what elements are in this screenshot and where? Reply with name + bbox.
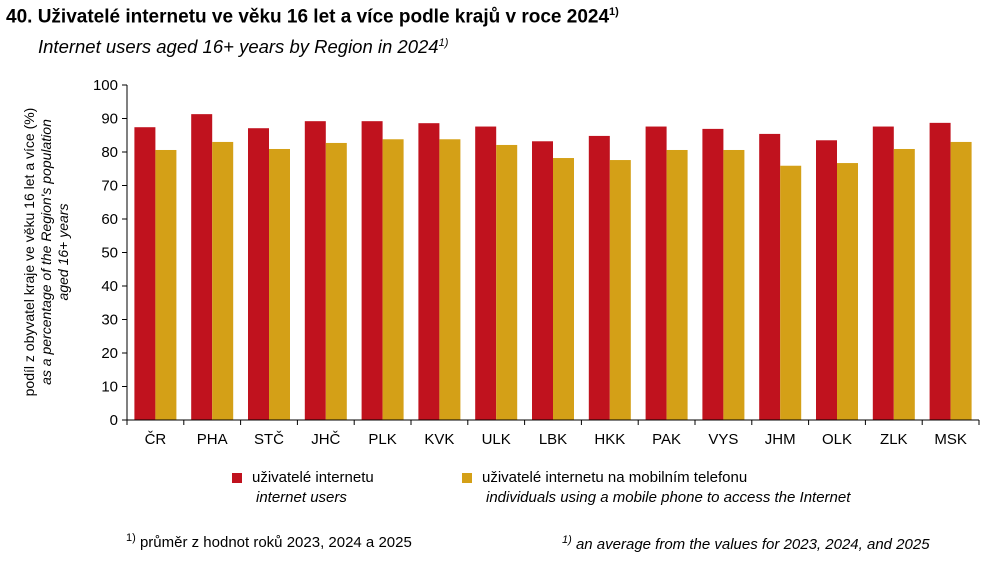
bar-mobile-kvk [439,139,461,420]
bar-mobile-čr [155,149,177,421]
bar-mobile-zlk [893,148,915,421]
bar-internet-zlk [872,126,894,420]
bar-mobile-lbk [553,158,574,420]
x-tick-label-msk: MSK [934,431,967,448]
chart-title-cz: 40. Uživatelé internetu ve věku 16 let a… [6,6,619,28]
bar-internet-čr [134,127,156,421]
bar-mobile-plk [382,139,404,420]
bar-mobile-vys [723,149,745,421]
footnote-cz: 1) průměr z hodnot roků 2023, 2024 a 202… [126,532,412,551]
bar-mobile-pak [666,149,688,421]
bar-internet-vys [702,128,724,420]
bar-mobile-olk [837,163,858,420]
y-tick-label-70: 70 [101,178,118,195]
y-tick-label-60: 60 [101,211,118,228]
bar-internet-hkk [588,135,610,421]
y-tick-label-100: 100 [93,77,118,94]
bar-internet-lbk [532,141,553,420]
bar-mobile-stč [269,148,290,421]
bar-internet-olk [816,140,837,420]
x-tick-label-vys: VYS [708,431,738,448]
x-tick-label-kvk: KVK [424,431,454,448]
bar-mobile-pha [212,141,234,420]
bar-internet-ulk [475,126,497,420]
bar-internet-jhč [304,121,326,421]
bar-mobile-msk [950,141,972,420]
y-tick-label-0: 0 [110,412,118,429]
chart-title-en: Internet users aged 16+ years by Region … [38,36,449,57]
legend-label-mobile-en: individuals using a mobile phone to acce… [486,489,851,506]
legend-label-internet-en: internet users [256,489,347,506]
bar-mobile-jhč [325,142,347,420]
y-tick-label-30: 30 [101,312,118,329]
x-tick-label-lbk: LBK [539,431,567,448]
y-tick-label-50: 50 [101,245,118,262]
bar-internet-kvk [418,123,440,420]
x-tick-label-jhm: JHM [765,431,796,448]
x-tick-label-čr: ČR [145,431,167,448]
legend-label-mobile-cz: uživatelé internetu na mobilním telefonu [482,469,748,486]
bar-internet-msk [929,122,951,420]
y-tick-label-80: 80 [101,144,118,161]
y-tick-label-20: 20 [101,345,118,362]
bar-mobile-hkk [609,160,631,421]
bar-internet-jhm [759,133,781,420]
bar-internet-pak [645,126,667,420]
legend-label-internet-cz: uživatelé internetu [252,469,374,486]
y-tick-label-40: 40 [101,278,118,295]
x-tick-label-hkk: HKK [594,431,625,448]
bar-internet-plk [361,121,383,421]
x-tick-label-zlk: ZLK [880,431,908,448]
y-tick-label-10: 10 [101,379,118,396]
footnote-en: 1) an average from the values for 2023, … [562,534,930,553]
x-tick-label-pak: PAK [652,431,681,448]
x-tick-label-ulk: ULK [482,431,511,448]
x-tick-label-olk: OLK [822,431,852,448]
bar-mobile-ulk [496,144,518,420]
legend-swatch-internet [232,473,242,483]
x-tick-label-plk: PLK [368,431,396,448]
x-tick-label-stč: STČ [254,431,284,448]
bar-mobile-jhm [780,165,802,420]
legend-swatch-mobile [462,473,472,483]
x-tick-label-pha: PHA [197,431,228,448]
y-tick-label-90: 90 [101,111,118,128]
x-tick-label-jhč: JHČ [311,431,340,448]
bar-internet-stč [248,128,269,420]
bar-internet-pha [191,114,213,421]
